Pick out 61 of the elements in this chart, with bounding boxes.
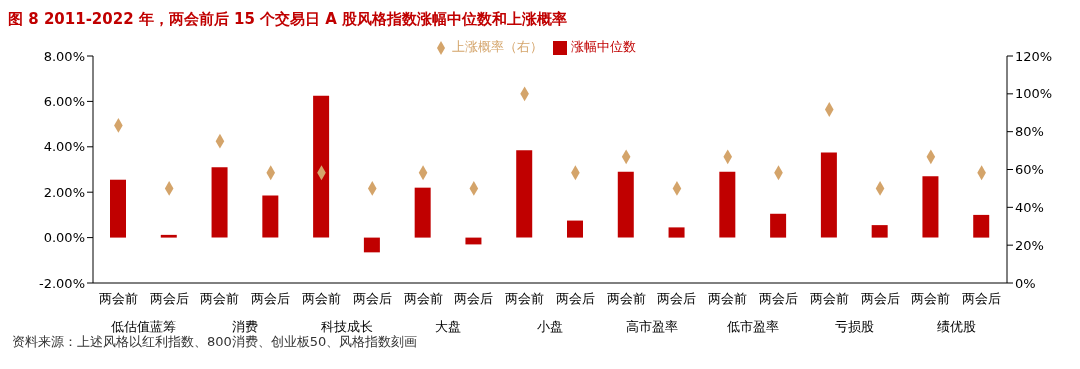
- y2-tick-label: 100%: [1015, 86, 1053, 102]
- bar: [770, 213, 787, 238]
- bar: [820, 152, 837, 238]
- x-tick-label: 两会前: [708, 291, 748, 306]
- bar: [922, 176, 939, 238]
- x-tick-label: 两会后: [657, 291, 697, 306]
- bar: [262, 195, 279, 238]
- x-tick-label: 两会前: [200, 291, 240, 306]
- x-tick-label: 两会后: [962, 291, 1002, 306]
- y2-tick-label: 120%: [1015, 48, 1053, 64]
- text: 亏损股: [835, 319, 875, 334]
- text: 高市盈率: [625, 319, 678, 334]
- y-tick-label: 2.00%: [43, 184, 85, 200]
- bar: [719, 171, 736, 238]
- y-tick-label: 0.00%: [43, 230, 85, 246]
- x-tick-label: 两会前: [98, 291, 138, 306]
- text: 绩优股: [936, 319, 976, 334]
- y-tick-label: 6.00%: [43, 94, 85, 110]
- y-tick-label: -2.00%: [39, 275, 85, 291]
- x-tick-label: 两会后: [555, 291, 595, 306]
- x-tick-label: 两会前: [403, 291, 443, 306]
- x-tick-label: 两会前: [606, 291, 646, 306]
- text: 低估值蓝筹: [111, 319, 177, 334]
- bar: [617, 171, 634, 238]
- bar: [567, 220, 583, 238]
- text: 资料来源：上述风格以红利指数、800消费、创业板50、风格指数刻画: [11, 333, 419, 351]
- x-tick-label: 两会前: [911, 291, 951, 306]
- bar: [110, 179, 126, 238]
- y2-tick-label: 0%: [1015, 275, 1036, 291]
- text: 小盘: [537, 319, 563, 334]
- x-tick-label: 两会前: [809, 291, 849, 306]
- x-tick-label: 两会后: [251, 291, 291, 306]
- x-tick-label: 两会后: [352, 291, 392, 306]
- legend-label: 涨幅中位数: [571, 39, 636, 54]
- y2-tick-label: 20%: [1015, 237, 1044, 253]
- bar: [973, 214, 990, 238]
- x-tick-label: 两会后: [759, 291, 798, 306]
- legend-label: 上涨概率（右）: [452, 39, 543, 54]
- bar: [211, 167, 228, 238]
- text: 低市盈率: [727, 319, 780, 334]
- text: 大盘: [435, 319, 462, 334]
- x-tick-label: 两会前: [505, 291, 545, 306]
- y2-tick-label: 60%: [1015, 162, 1044, 178]
- bar: [160, 234, 177, 238]
- bar: [871, 225, 888, 238]
- x-tick-label: 两会后: [860, 291, 900, 306]
- y-tick-label: 8.00%: [43, 48, 85, 64]
- x-tick-label: 两会后: [149, 291, 189, 306]
- text: 科技成长: [320, 319, 373, 334]
- x-tick-label: 两会后: [454, 291, 494, 306]
- y-tick-label: 4.00%: [43, 139, 85, 155]
- y2-tick-label: 80%: [1015, 124, 1044, 140]
- x-tick-label: 两会前: [302, 291, 341, 306]
- chart-title: 图 8 2011-2022 年，两会前后 15 个交易日 A 股风格指数涨幅中位数和上涨概率: [8, 9, 569, 30]
- y2-tick-label: 40%: [1015, 199, 1044, 215]
- bar: [414, 187, 431, 238]
- text: 消费: [232, 319, 259, 334]
- bar: [668, 227, 685, 238]
- bar: [313, 95, 330, 238]
- bar: [363, 237, 380, 253]
- bar: [516, 150, 533, 238]
